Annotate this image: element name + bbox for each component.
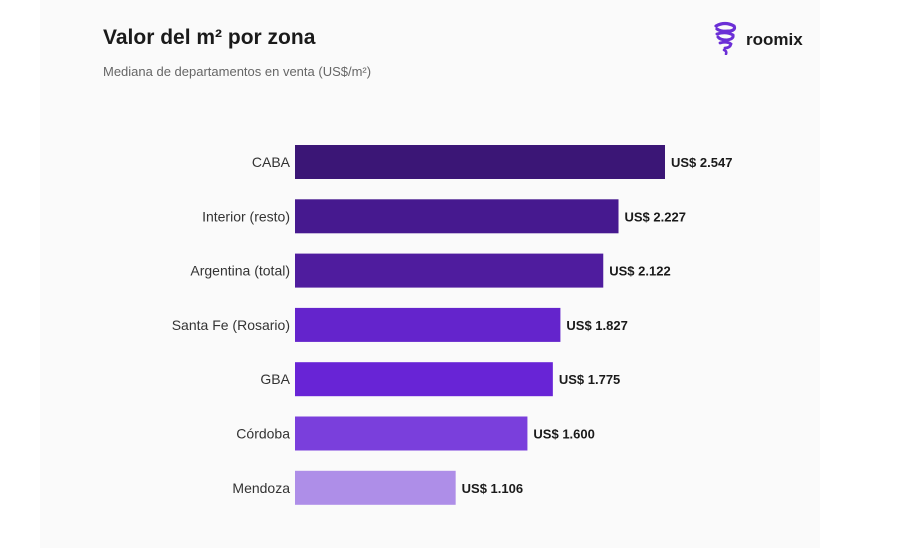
value-label: US$ 2.547 bbox=[671, 155, 732, 170]
chart-title: Valor del m² por zona bbox=[103, 26, 316, 49]
bar bbox=[295, 416, 528, 451]
category-label: Mendoza bbox=[232, 480, 290, 496]
brand-logo: roomix bbox=[712, 21, 803, 60]
value-label: US$ 1.827 bbox=[566, 318, 627, 333]
bar bbox=[295, 199, 619, 234]
category-label: GBA bbox=[260, 371, 290, 387]
value-label: US$ 1.775 bbox=[559, 372, 620, 387]
category-label: Córdoba bbox=[236, 426, 290, 442]
value-label: US$ 1.600 bbox=[533, 427, 594, 442]
category-label: Interior (resto) bbox=[202, 208, 290, 224]
category-label: CABA bbox=[252, 154, 291, 170]
bar bbox=[295, 253, 604, 288]
brand-name: roomix bbox=[746, 30, 803, 49]
value-label: US$ 1.106 bbox=[462, 481, 523, 496]
category-label: Santa Fe (Rosario) bbox=[172, 317, 290, 333]
value-label: US$ 2.122 bbox=[609, 264, 670, 279]
roomix-swirl-icon bbox=[712, 21, 738, 60]
bar bbox=[295, 307, 561, 342]
value-label: US$ 2.227 bbox=[625, 209, 686, 224]
bar bbox=[295, 145, 665, 179]
category-label: Argentina (total) bbox=[190, 263, 290, 279]
bar bbox=[295, 470, 456, 505]
chart-subtitle: Mediana de departamentos en venta (US$/m… bbox=[103, 64, 372, 79]
bar bbox=[295, 362, 553, 397]
